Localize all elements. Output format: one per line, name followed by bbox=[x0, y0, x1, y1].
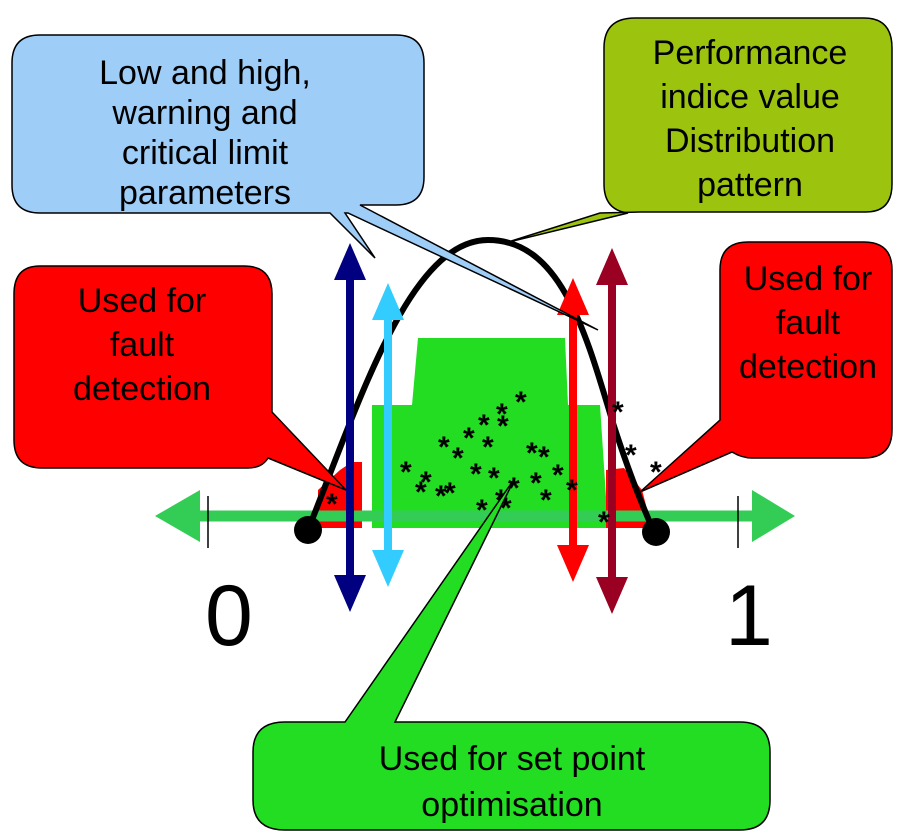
distribution-curve bbox=[305, 236, 657, 534]
callout-distribution-line-3: Distribution bbox=[665, 122, 835, 160]
callout-distribution-pattern: Performance indice value Distribution pa… bbox=[504, 17, 893, 244]
svg-text:warning and: warning and bbox=[111, 94, 297, 132]
data-marker: * bbox=[435, 480, 447, 513]
callout-setpoint-line-2: optimisation bbox=[421, 786, 602, 824]
svg-text:optimisation: optimisation bbox=[421, 786, 602, 824]
callout-fault-right-line-1: Used for bbox=[744, 260, 873, 298]
setpoint-region bbox=[372, 338, 608, 528]
svg-text:Used for set point: Used for set point bbox=[379, 740, 646, 778]
callout-distribution-line-4: pattern bbox=[697, 166, 803, 204]
callout-fault-left-line-3: detection bbox=[73, 370, 211, 408]
callout-limit-line-4: parameters bbox=[119, 174, 291, 212]
data-marker: * bbox=[415, 476, 427, 509]
callout-fault-right-line-2: fault bbox=[776, 304, 841, 342]
low-critical-limit-arrow bbox=[334, 243, 366, 612]
svg-text:pattern: pattern bbox=[697, 166, 803, 204]
data-marker: * bbox=[552, 459, 564, 492]
callout-limit-line-3: critical limit bbox=[122, 134, 289, 172]
svg-text:detection: detection bbox=[73, 370, 211, 408]
svg-text:Performance: Performance bbox=[653, 34, 848, 72]
callout-distribution-line-1: Performance bbox=[653, 34, 848, 72]
svg-text:critical limit: critical limit bbox=[122, 134, 289, 172]
data-marker: * bbox=[515, 386, 527, 419]
curve-endpoint-high bbox=[642, 518, 670, 546]
svg-text:fault: fault bbox=[776, 304, 841, 342]
data-marker: * bbox=[538, 441, 550, 474]
data-marker: * bbox=[444, 477, 456, 510]
callout-distribution-line-2: indice value bbox=[660, 78, 840, 116]
callout-fault-left-line-1: Used for bbox=[78, 282, 207, 320]
callout-setpoint-line-1: Used for set point bbox=[379, 740, 646, 778]
data-marker: * bbox=[497, 410, 509, 443]
data-marker: * bbox=[438, 431, 450, 464]
axis-max-label: 1 bbox=[725, 568, 773, 664]
svg-text:Used for: Used for bbox=[744, 260, 873, 298]
data-marker: * bbox=[452, 442, 464, 475]
svg-text:parameters: parameters bbox=[119, 174, 291, 212]
axis-min-label: 0 bbox=[205, 568, 253, 664]
data-marker: * bbox=[476, 494, 488, 527]
data-marker: * bbox=[482, 431, 494, 464]
data-marker: * bbox=[470, 458, 482, 491]
svg-text:indice value: indice value bbox=[660, 78, 840, 116]
callout-fault-right-line-3: detection bbox=[739, 348, 877, 386]
high-warning-limit-arrow bbox=[557, 278, 589, 582]
value-axis bbox=[155, 490, 795, 548]
callout-limit-line-2: warning and bbox=[111, 94, 297, 132]
data-marker: * bbox=[496, 398, 508, 431]
svg-text:Used for: Used for bbox=[78, 282, 207, 320]
data-marker: * bbox=[478, 409, 490, 442]
callout-limit-line-1: Low and high, bbox=[99, 54, 311, 92]
data-marker: * bbox=[530, 467, 542, 500]
data-marker: * bbox=[526, 437, 538, 470]
callout-limit-parameters: Low and high, warning and critical limit… bbox=[11, 34, 599, 331]
svg-text:detection: detection bbox=[739, 348, 877, 386]
data-marker: * bbox=[566, 474, 578, 507]
callout-fault-left-line-2: fault bbox=[110, 326, 175, 364]
callout-fault-right: Used for fault detection bbox=[639, 241, 893, 493]
data-marker: * bbox=[463, 422, 475, 455]
data-marker: * bbox=[540, 484, 552, 517]
svg-text:fault: fault bbox=[110, 326, 175, 364]
data-marker: * bbox=[625, 439, 637, 472]
data-marker: * bbox=[488, 462, 500, 495]
data-marker: * bbox=[400, 456, 412, 489]
high-critical-limit-arrow bbox=[596, 248, 628, 614]
data-marker: * bbox=[612, 396, 624, 429]
svg-text:Low and high,: Low and high, bbox=[99, 54, 311, 92]
svg-text:Distribution: Distribution bbox=[665, 122, 835, 160]
low-warning-limit-arrow bbox=[372, 283, 404, 587]
curve-endpoint-low bbox=[294, 516, 322, 544]
callout-fault-left: Used for fault detection bbox=[13, 265, 347, 491]
data-marker: * bbox=[598, 506, 610, 539]
data-marker: * bbox=[326, 488, 338, 521]
data-marker: * bbox=[420, 466, 432, 499]
data-markers: ****************************** bbox=[326, 386, 662, 539]
data-marker: * bbox=[508, 472, 520, 505]
callout-setpoint-optimisation: Used for set point optimisation bbox=[252, 477, 771, 831]
